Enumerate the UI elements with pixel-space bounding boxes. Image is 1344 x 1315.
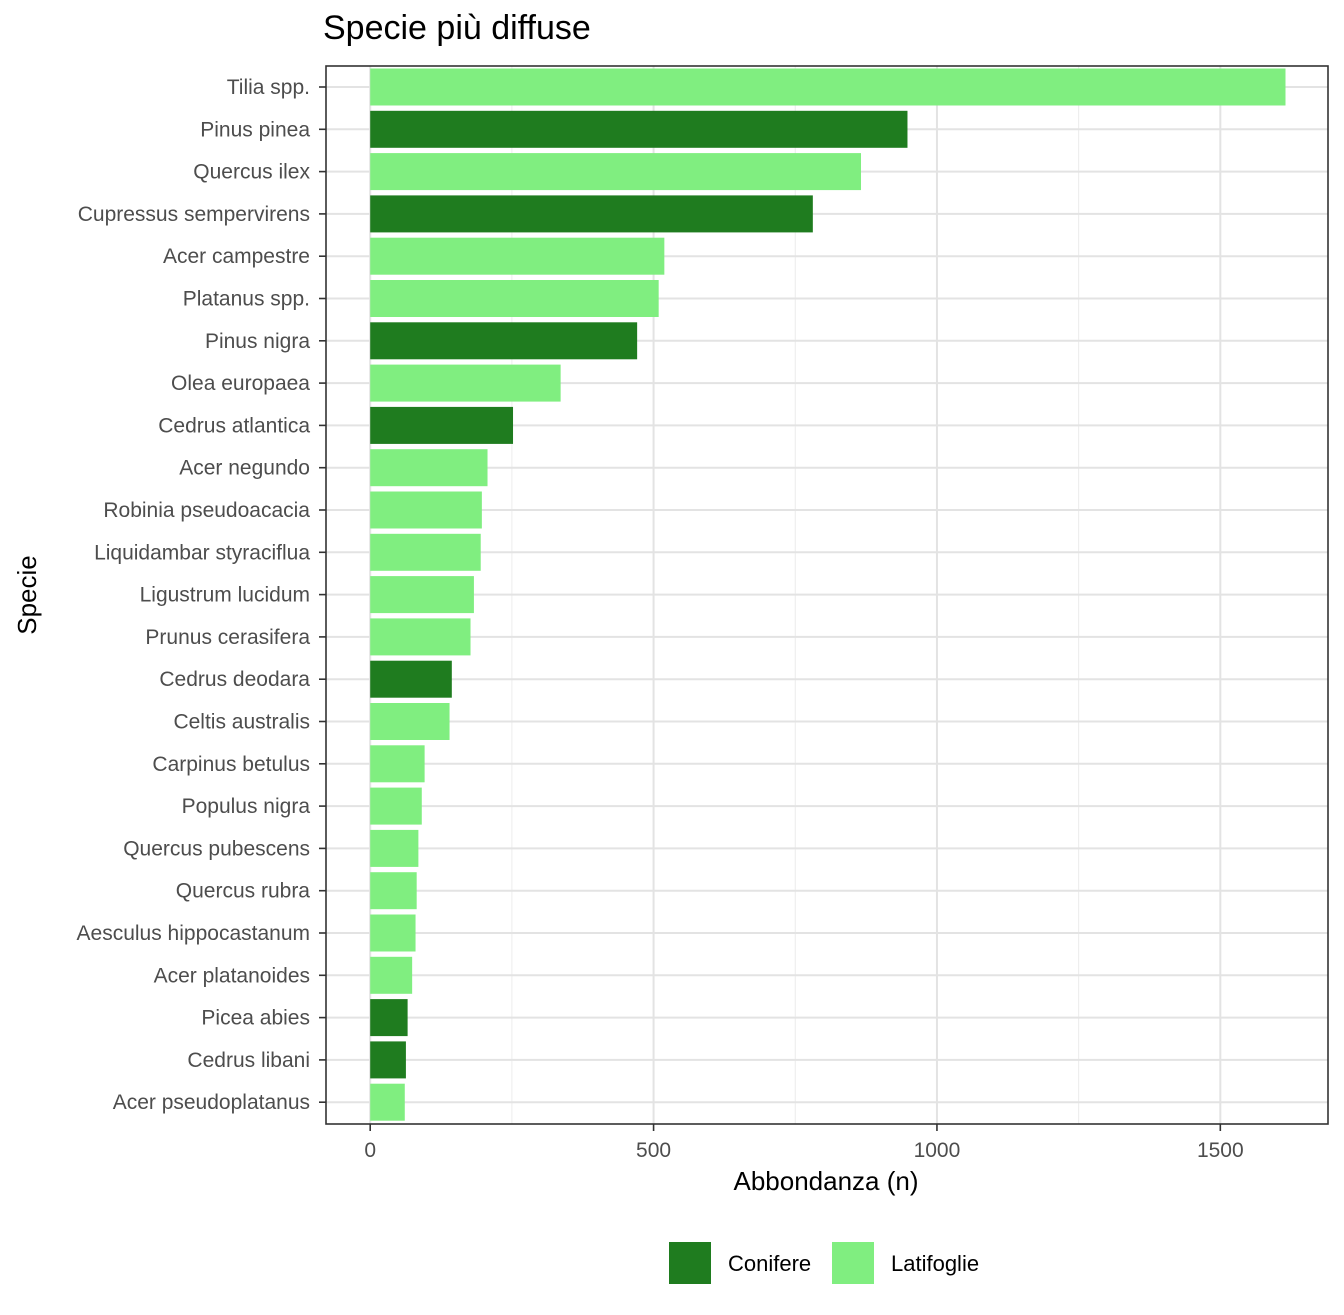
bar [370,195,813,233]
y-tick-label: Carpinus betulus [152,753,310,776]
bar [370,1041,406,1079]
y-tick-label: Quercus pubescens [123,837,310,860]
bar [370,999,408,1037]
bar [370,68,1286,106]
legend-label: Latifoglie [891,1251,979,1276]
bar [370,703,450,740]
bar [370,660,452,698]
y-tick-label: Cedrus deodara [159,668,310,691]
y-tick-label: Ligustrum lucidum [140,584,310,607]
y-tick-label: Acer campestre [163,245,310,268]
y-tick-label: Liquidambar styraciflua [94,541,310,564]
y-tick-label: Acer platanoides [154,964,310,987]
y-tick-label: Quercus ilex [193,161,310,184]
y-tick-label: Prunus cerasifera [145,626,310,649]
legend-swatch [669,1242,711,1284]
y-axis-ticks: Tilia spp. Pinus pinea Quercus ilex Cupress… [77,76,326,1114]
x-tick-label: 1500 [1197,1139,1244,1162]
bar [370,787,422,825]
y-tick-label: Cedrus libani [187,1049,310,1072]
y-tick-label: Robinia pseudoacacia [103,499,310,522]
y-tick-label: Aesculus hippocastanum [77,922,310,945]
y-tick-label: Olea europaea [171,372,310,395]
bar [370,449,488,487]
x-tick-label: 1000 [914,1139,961,1162]
x-axis-title: Abbondanza (n) [733,1166,918,1196]
bar [370,618,471,656]
bar [370,829,419,867]
legend-swatch [832,1242,874,1284]
y-axis-title: Specie [12,555,42,635]
x-axis-ticks: 0 500 1000 1500 [364,1124,1244,1162]
bar [370,745,425,783]
bar [370,322,638,360]
y-tick-label: Tilia spp. [227,76,310,99]
y-tick-label: Acer negundo [179,457,310,480]
y-tick-label: Populus nigra [182,795,311,818]
x-tick-label: 500 [636,1139,671,1162]
bar [370,406,514,444]
bar [370,364,561,402]
bar [370,491,482,529]
y-tick-label: Picea abies [201,1007,310,1030]
bar [370,872,417,910]
bar [370,533,481,571]
bar [370,237,665,275]
bar [370,914,416,952]
bar [370,280,659,317]
y-tick-label: Pinus pinea [200,118,310,141]
bar [370,1083,405,1121]
y-tick-label: Quercus rubra [176,880,311,903]
bar [370,110,908,148]
bar [370,153,862,191]
y-tick-label: Cedrus atlantica [158,414,310,437]
chart-title: Specie più diffuse [323,9,591,47]
x-tick-label: 0 [364,1139,376,1162]
legend: Conifere Latifoglie [669,1242,979,1284]
y-tick-label: Pinus nigra [205,330,310,353]
bar [370,576,474,614]
y-tick-label: Celtis australis [173,711,310,734]
legend-label: Conifere [728,1251,811,1276]
bars [370,68,1286,1121]
y-tick-label: Platanus spp. [183,288,310,311]
y-tick-label: Acer pseudoplatanus [113,1091,310,1114]
y-tick-label: Cupressus sempervirens [78,203,310,226]
bar [370,956,413,994]
